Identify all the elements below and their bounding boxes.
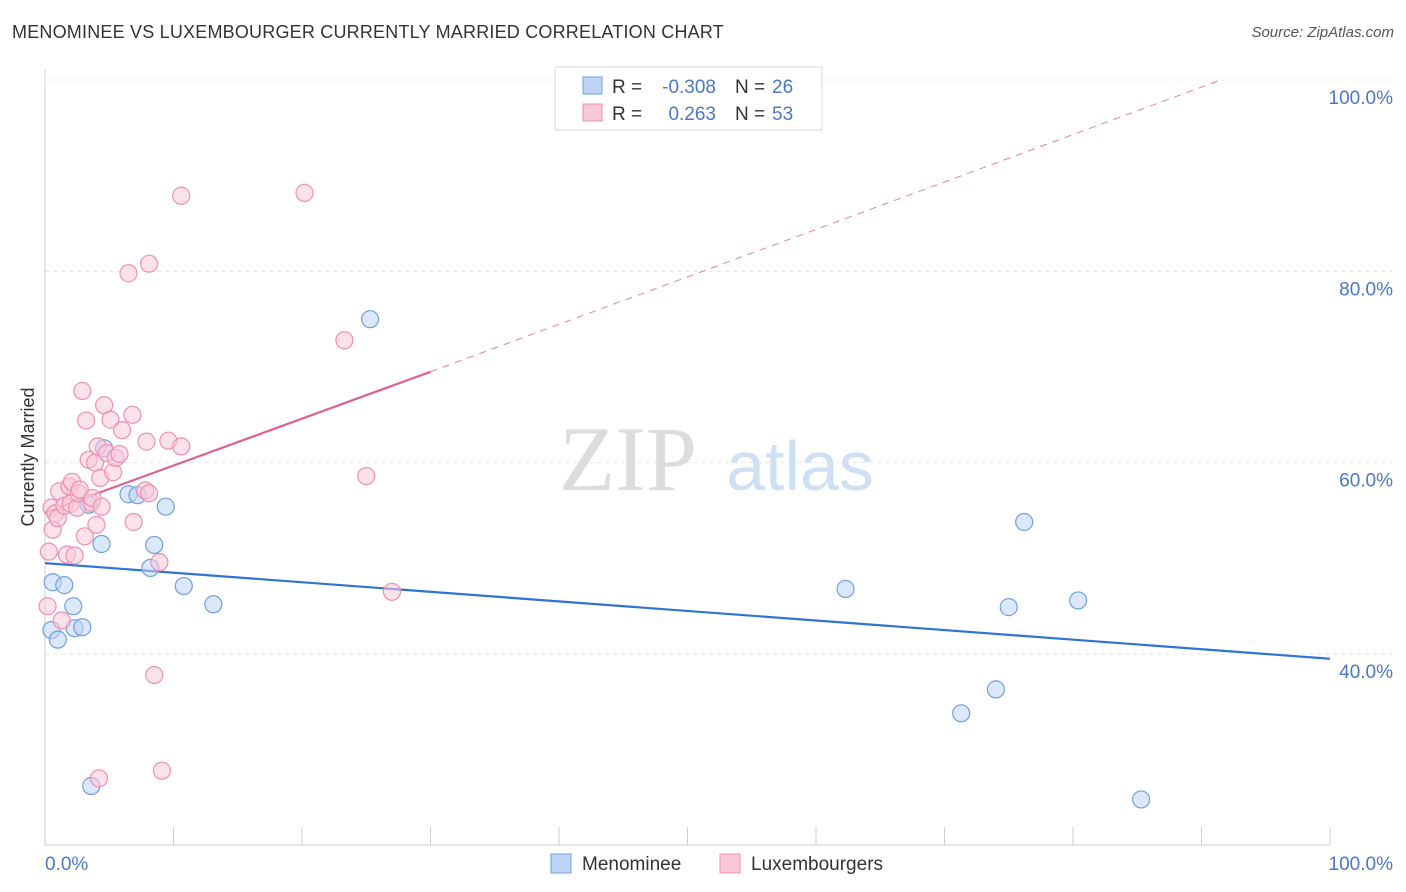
watermark-atlas: atlas xyxy=(726,427,874,505)
point-luxembourgers-40 xyxy=(145,665,164,685)
point-luxembourgers-7 xyxy=(52,611,71,630)
point-luxembourgers-45 xyxy=(89,769,109,788)
axes xyxy=(44,70,1331,846)
trend-lines xyxy=(44,79,1331,660)
watermark-zip: ZIP xyxy=(559,408,697,510)
point-luxembourgers-27 xyxy=(92,497,111,516)
point-menominee-24 xyxy=(1069,591,1088,610)
point-menominee-14 xyxy=(156,497,175,516)
legend-n-label-2: N = xyxy=(735,104,765,125)
legend-r-value-2: 0.263 xyxy=(668,104,716,125)
trend-line-luxembourgers xyxy=(44,370,431,514)
point-luxembourgers-41 xyxy=(150,553,169,572)
point-menominee-22 xyxy=(999,598,1018,617)
legend-n-label-1: N = xyxy=(735,77,765,98)
point-menominee-15 xyxy=(174,576,193,596)
point-luxembourgers-1 xyxy=(39,542,58,561)
point-menominee-21 xyxy=(986,680,1006,699)
watermark: ZIP atlas xyxy=(559,408,874,510)
point-menominee-8 xyxy=(92,534,111,554)
point-luxembourgers-47 xyxy=(139,254,159,273)
point-luxembourgers-13 xyxy=(65,546,84,565)
bottom-legend-swatch-luxembourgers xyxy=(719,853,741,874)
point-menominee-3 xyxy=(55,576,74,595)
legend-r-label-1: R = xyxy=(612,77,642,98)
legend-r-value-1: -0.308 xyxy=(662,77,716,98)
grid xyxy=(45,79,1395,655)
point-menominee-25 xyxy=(1132,790,1151,809)
stats-legend: R = -0.308 N = 26 R = 0.263 N = 53 xyxy=(554,66,823,131)
point-menominee-23 xyxy=(1015,512,1034,532)
series-legend: Menominee Luxembourgers xyxy=(550,853,883,875)
point-luxembourgers-46 xyxy=(119,264,138,283)
point-luxembourgers-17 xyxy=(73,381,92,401)
point-menominee-6 xyxy=(73,618,92,637)
y-tick-labels: 40.0% 60.0% 80.0% 100.0% xyxy=(1329,88,1394,683)
point-luxembourgers-36 xyxy=(124,512,143,532)
y-tick-label-60: 60.0% xyxy=(1339,471,1393,492)
y-axis-title: Currently Married xyxy=(18,387,38,526)
point-luxembourgers-19 xyxy=(77,411,96,430)
y-tick-label-40: 40.0% xyxy=(1339,662,1393,683)
point-luxembourgers-52 xyxy=(382,582,402,601)
point-luxembourgers-24 xyxy=(87,515,106,534)
bottom-legend-swatch-menominee xyxy=(550,853,572,874)
chart-title: MENOMINEE VS LUXEMBOURGER CURRENTLY MARR… xyxy=(12,22,724,42)
point-luxembourgers-0 xyxy=(38,597,57,616)
x-tick-label-max: 100.0% xyxy=(1329,854,1394,875)
y-tick-label-80: 80.0% xyxy=(1339,279,1393,300)
legend-n-value-2: 53 xyxy=(772,104,793,125)
point-luxembourgers-16 xyxy=(70,480,89,499)
point-menominee-18 xyxy=(361,310,380,329)
bottom-legend-menominee: Menominee xyxy=(582,854,681,875)
point-luxembourgers-34 xyxy=(112,421,132,440)
trend-line-menominee xyxy=(44,562,1331,660)
point-luxembourgers-50 xyxy=(335,331,354,350)
point-luxembourgers-33 xyxy=(110,444,129,464)
point-luxembourgers-30 xyxy=(101,410,120,429)
point-menominee-16 xyxy=(204,595,223,614)
point-luxembourgers-18 xyxy=(75,527,94,546)
legend-swatch-luxembourgers xyxy=(582,103,603,122)
point-menominee-19 xyxy=(836,579,855,599)
point-menominee-13 xyxy=(145,535,164,555)
point-luxembourgers-39 xyxy=(139,484,159,503)
legend-n-value-1: 26 xyxy=(772,77,793,98)
x-tick-labels: 0.0% 100.0% xyxy=(45,854,1393,875)
legend-swatch-menominee xyxy=(582,76,603,95)
point-luxembourgers-48 xyxy=(172,186,191,205)
trend-extension-luxembourgers xyxy=(430,79,1221,373)
data-points xyxy=(38,183,1151,809)
point-menominee-1 xyxy=(48,630,67,649)
x-tick-label-min: 0.0% xyxy=(45,854,88,875)
legend-r-label-2: R = xyxy=(612,104,642,125)
point-luxembourgers-51 xyxy=(357,466,376,486)
point-luxembourgers-38 xyxy=(137,432,156,451)
point-luxembourgers-42 xyxy=(152,761,172,780)
point-luxembourgers-44 xyxy=(172,437,191,456)
point-menominee-20 xyxy=(952,704,971,723)
bottom-legend-luxembourgers: Luxembourgers xyxy=(751,854,883,875)
point-luxembourgers-49 xyxy=(295,183,314,202)
point-luxembourgers-35 xyxy=(123,405,142,424)
source-label: Source: ZipAtlas.com xyxy=(1251,24,1394,41)
point-menominee-4 xyxy=(64,597,83,616)
y-tick-label-100: 100.0% xyxy=(1329,88,1394,109)
